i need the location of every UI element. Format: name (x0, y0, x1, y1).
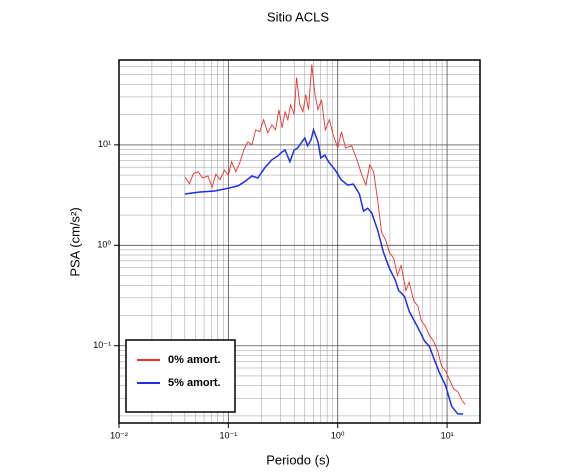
plot-frame (118, 59, 481, 424)
y-tick-label: 10⁻¹ (93, 340, 111, 350)
x-tick-label: 10⁻¹ (219, 430, 237, 440)
y-axis-label: PSA (cm/s²) (67, 207, 82, 276)
series-line (184, 64, 466, 405)
legend-box (125, 339, 236, 413)
series-line (184, 127, 464, 415)
y-tick-label: 10¹ (98, 139, 111, 149)
legend: 0% amort. 5% amort. (125, 339, 236, 413)
legend-label: 5% amort. (168, 377, 221, 389)
chart-title: Sitio ACLS (267, 9, 329, 24)
x-tick-label: 10¹ (441, 430, 454, 440)
legend-label: 0% amort. (168, 354, 221, 366)
y-tick-label: 10⁰ (97, 240, 111, 250)
x-axis-label: Periodo (s) (266, 452, 330, 467)
x-tick-label: 10⁰ (331, 430, 345, 440)
x-tick-label: 10⁻² (110, 430, 128, 440)
